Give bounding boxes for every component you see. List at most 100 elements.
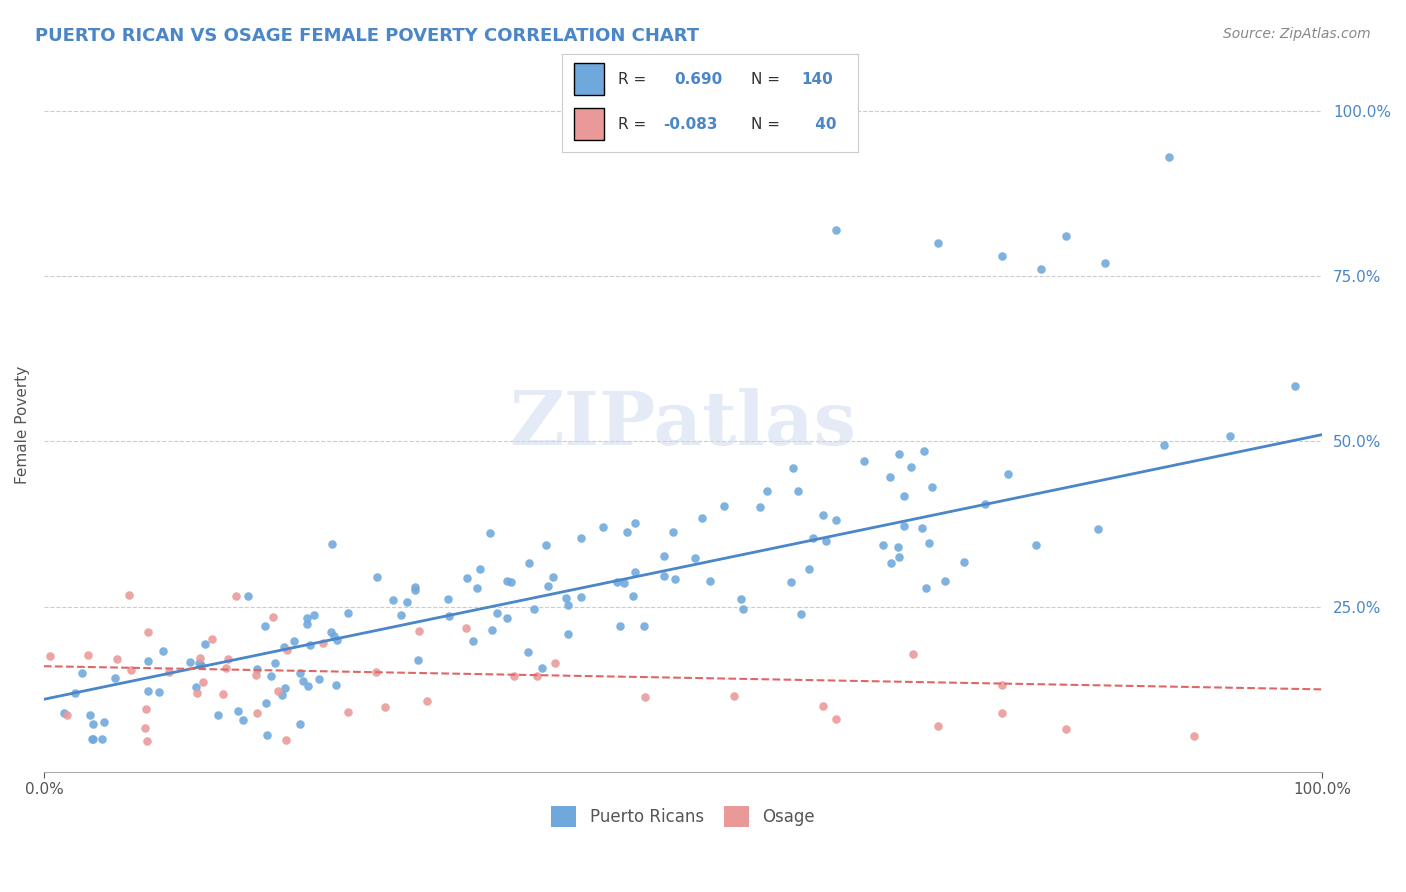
Point [138, 625, 160, 640]
Point [486, 606, 509, 620]
Point [76, 648, 98, 662]
Point [654, 549, 676, 563]
Point [853, 454, 876, 468]
Point [571, 531, 593, 545]
Point [104, 672, 127, 686]
Point [91, 731, 114, 746]
Point [193, 675, 215, 690]
Point [118, 588, 141, 602]
Point [254, 619, 277, 633]
Point [713, 499, 735, 513]
Point [918, 535, 941, 549]
FancyBboxPatch shape [574, 109, 603, 140]
Point [927, 235, 949, 250]
Point [389, 607, 412, 622]
Point [274, 681, 297, 696]
Point [496, 574, 519, 588]
Point [789, 607, 811, 622]
Point [321, 536, 343, 550]
Point [186, 686, 208, 700]
Point [260, 669, 283, 683]
Point [236, 589, 259, 603]
Point [503, 668, 526, 682]
Point [991, 249, 1014, 263]
Point [273, 640, 295, 654]
Point [232, 713, 254, 727]
Point [396, 595, 419, 609]
Point [82, 731, 104, 746]
Y-axis label: Female Poverty: Female Poverty [15, 366, 30, 483]
Point [1219, 429, 1241, 443]
Text: N =: N = [751, 71, 785, 87]
Point [288, 717, 311, 731]
Point [478, 526, 501, 541]
Point [366, 665, 388, 679]
Point [530, 661, 553, 675]
Point [404, 580, 426, 594]
Point [408, 624, 430, 639]
Point [991, 678, 1014, 692]
Point [517, 645, 540, 659]
Point [662, 525, 685, 540]
Point [319, 624, 342, 639]
Point [337, 607, 360, 621]
Point [179, 655, 201, 669]
Point [813, 698, 835, 713]
Point [889, 447, 911, 461]
Point [557, 626, 579, 640]
Point [254, 696, 277, 710]
Point [927, 719, 949, 733]
Text: 0.690: 0.690 [675, 71, 723, 87]
Point [201, 632, 224, 647]
Point [825, 222, 848, 236]
Point [537, 579, 560, 593]
Point [536, 537, 558, 551]
Point [723, 689, 745, 703]
Point [748, 500, 770, 515]
Text: ZIPatlas: ZIPatlas [509, 388, 856, 461]
Point [685, 551, 707, 566]
Point [283, 634, 305, 648]
Point [304, 608, 326, 623]
Point [517, 556, 540, 570]
Text: R =: R = [619, 71, 651, 87]
Point [1182, 729, 1205, 743]
Point [437, 609, 460, 624]
Point [245, 668, 267, 682]
Point [606, 575, 628, 590]
Point [782, 460, 804, 475]
Point [276, 643, 298, 657]
Point [312, 636, 335, 650]
Point [557, 599, 579, 613]
Point [217, 652, 239, 666]
Point [82, 716, 104, 731]
Point [159, 665, 181, 680]
Point [633, 690, 655, 705]
Point [953, 555, 976, 569]
Point [70, 665, 93, 680]
Point [52, 706, 75, 720]
Point [825, 712, 848, 726]
Point [801, 531, 824, 545]
Point [93, 715, 115, 730]
Point [366, 570, 388, 584]
Point [226, 704, 249, 718]
Point [336, 705, 359, 719]
Point [526, 669, 548, 683]
Point [825, 513, 848, 527]
Point [39, 648, 62, 663]
Point [456, 571, 478, 585]
Legend: Puerto Ricans, Osage: Puerto Ricans, Osage [544, 799, 821, 833]
Point [872, 538, 894, 552]
Point [887, 540, 910, 554]
Point [270, 688, 292, 702]
Point [569, 591, 592, 605]
Point [82, 731, 104, 746]
Point [1094, 255, 1116, 269]
Point [912, 444, 935, 458]
Point [308, 672, 330, 686]
Point [1025, 538, 1047, 552]
Point [187, 656, 209, 670]
Point [274, 732, 297, 747]
Point [454, 621, 477, 635]
